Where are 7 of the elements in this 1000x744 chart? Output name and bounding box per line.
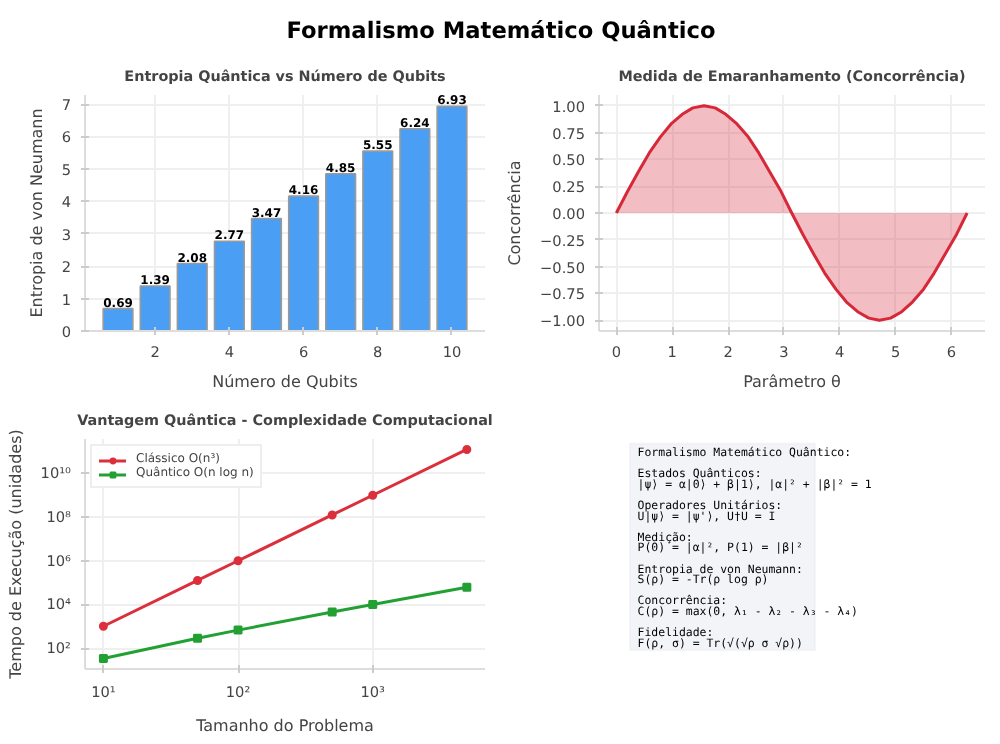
y-axis-title: Concorrência [506,160,525,266]
text: Formalismo Matemático Quântico [286,16,716,45]
y-axis-title: Tempo de Execução (unidades) [6,429,25,681]
y-axis-title: Entropia de von Neumann [27,108,46,318]
x-axis-title: Tamanho do Problema [194,717,375,735]
x-axis-title: Número de Qubits [212,373,358,391]
x-axis-title: Parâmetro θ [743,373,842,391]
